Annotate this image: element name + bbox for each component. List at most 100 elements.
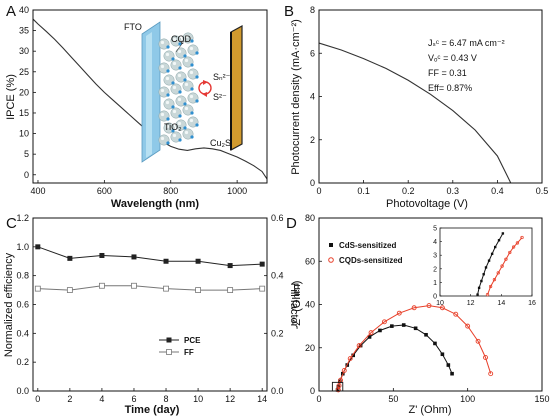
cqd-dot-icon: [195, 75, 199, 79]
plot-frame: [318, 9, 543, 184]
inset-cqds-point: [500, 264, 504, 268]
panel-c-series: [34, 244, 266, 293]
x-tick-label: 0.1: [357, 186, 370, 196]
y-right-tick-label: 0.6: [271, 213, 284, 223]
cqd-dot-icon: [183, 54, 187, 58]
cqd-dot-icon: [166, 69, 170, 73]
pce-point: [67, 255, 73, 261]
pce-point: [131, 254, 137, 260]
inset-cqds-point: [515, 241, 520, 245]
panel-d-zoom-box: [331, 381, 344, 392]
cqd-dot-icon: [183, 126, 187, 130]
y-right-tick-label: 0.2: [271, 328, 284, 338]
cds-point: [450, 371, 454, 376]
y-tick-label: 60: [305, 256, 315, 266]
cds-point: [424, 332, 428, 337]
inset-cqds-point: [485, 292, 490, 297]
pce-line: [37, 246, 263, 267]
quantum-dot-highlight-icon: [172, 133, 177, 138]
legend-label-cds: CdS-sensitized: [339, 241, 396, 250]
cds-point: [367, 335, 372, 339]
panel-a-ylabel: IPCE (%): [5, 74, 17, 120]
pce-point: [227, 263, 233, 269]
cqd-dot-icon: [195, 99, 199, 103]
x-tick-label: 0: [35, 394, 40, 404]
ff-point: [34, 285, 41, 292]
pce-point: [35, 244, 41, 250]
legend-label-cqds: CQDs-sensitized: [339, 256, 403, 265]
y-tick-label: 0.6: [16, 300, 29, 310]
y-tick-label: 15: [19, 108, 29, 118]
legend-marker-cds: [329, 243, 333, 247]
x-tick-label: 50: [388, 394, 398, 404]
x-tick-label: 0.3: [447, 186, 460, 196]
y-tick-label: 30: [19, 46, 29, 56]
panel-a-frame: [32, 9, 268, 184]
panel-b-ticks: 0 0.1 0.2 0.3 0.4 0.5 0 2 4 6 8: [310, 5, 548, 196]
cqds-point: [411, 305, 417, 311]
panel-a-ticks: 400 600 800 1000 0 5 10 15 20 25 30 35 40: [19, 5, 247, 196]
cqd-dot-icon: [178, 42, 182, 46]
inset-cqds-line: [487, 237, 523, 295]
cqds-point: [356, 343, 362, 349]
quantum-dot-highlight-icon: [184, 34, 189, 39]
quantum-dot-highlight-icon: [184, 58, 189, 63]
x-tick-label: 14: [257, 394, 267, 404]
panel-c-ylabel: Normalized efficiency: [3, 252, 15, 357]
panel-d-ylabel: -Z'' (Ohm): [291, 281, 303, 330]
inset-x-tick-label: 10: [436, 300, 444, 307]
cqd-dot-icon: [178, 114, 182, 118]
cds-point: [378, 328, 382, 333]
cds-point: [358, 343, 363, 348]
ff-point: [163, 285, 169, 292]
inset-y-tick-label: 5: [433, 226, 437, 233]
quantum-dot-highlight-icon: [172, 37, 177, 42]
panel-c-ticks: 0 2 4 6 8 10 12 14 0.0 0.2 0.4 0.6 0.8 1.0 1.2 0.0 0.2 0.…: [16, 213, 283, 404]
legend-marker-pce: [166, 337, 172, 343]
cqds-point: [368, 330, 374, 336]
y-right-tick-label: 0.0: [271, 386, 284, 396]
panel-c-frame: [32, 217, 268, 392]
cqd-dot-icon: [166, 93, 170, 97]
inset-y-tick-label: 0: [433, 294, 437, 301]
cds-point: [351, 353, 355, 358]
plot-frame: [32, 9, 268, 184]
cds-fit-line: [337, 324, 453, 391]
y-tick-label: 25: [19, 67, 29, 77]
x-tick-label: 150: [534, 394, 549, 404]
legend-marker-cqds: [328, 257, 334, 263]
panel-b-series: [318, 42, 512, 184]
quantum-dot-highlight-icon: [165, 100, 170, 105]
x-tick-label: 800: [163, 186, 178, 196]
panel-b-annotation-jsc: Jₛᶜ = 6.47 mA cm⁻²: [428, 38, 505, 48]
cqds-point: [439, 305, 445, 311]
plot-frame: [318, 217, 543, 392]
y-tick-label: 4: [310, 92, 315, 102]
y-tick-label: 20: [19, 87, 29, 97]
quantum-dot-highlight-icon: [184, 106, 189, 111]
panel-d-legend: CdS-sensitized CQDs-sensitized: [328, 241, 403, 265]
inset-cds-point: [476, 293, 479, 296]
inset-cqds-point: [504, 257, 508, 261]
plot-frame: [32, 217, 268, 392]
inset-y-tick-label: 2: [433, 266, 437, 273]
inset-cds-point: [497, 239, 501, 242]
inset-frame: [439, 227, 533, 297]
pce-point: [259, 261, 265, 267]
inset-label-sn: Sₙ²⁻: [213, 72, 231, 82]
y-tick-label: 1.2: [16, 213, 29, 223]
cqds-point: [426, 303, 432, 309]
quantum-dot-highlight-icon: [172, 109, 177, 114]
x-tick-label: 100: [460, 394, 475, 404]
inset-x-tick-label: 12: [467, 300, 475, 307]
quantum-dot-highlight-icon: [177, 121, 182, 126]
inset-cds-point: [482, 273, 485, 276]
y-tick-label: 8: [310, 5, 315, 15]
panel-c-stability: 0 2 4 6 8 10 12 14 0.0 0.2 0.4 0.6 0.8 1.0 1.2 0.0 0.2 0.…: [3, 213, 300, 416]
y-tick-label: 35: [19, 26, 29, 36]
cqd-dot-icon: [195, 51, 199, 55]
cqd-dot-icon: [183, 78, 187, 82]
ff-line: [37, 285, 263, 291]
y-tick-label: 0.8: [16, 271, 29, 281]
